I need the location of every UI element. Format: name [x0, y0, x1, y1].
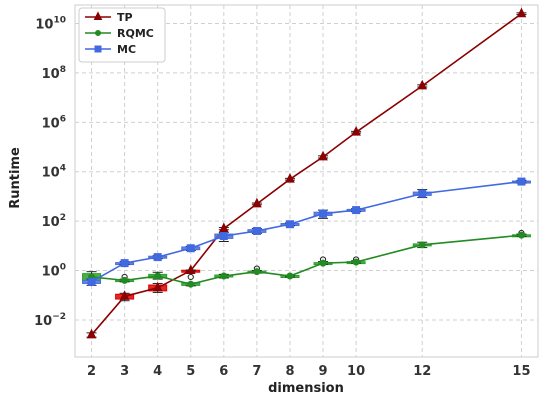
data-point-marker [219, 222, 229, 233]
data-point-marker [220, 272, 228, 280]
y-axis-ticks: 10−2 100 102 104 106 108 1010 [34, 16, 66, 329]
x-axis-ticks: 2 3 4 5 6 7 8 9 10 12 15 [87, 364, 530, 379]
y-axis-label: Runtime [8, 147, 23, 209]
series-layer [82, 7, 531, 339]
data-point-marker [94, 45, 102, 53]
data-point-marker [95, 30, 101, 36]
data-point-marker [252, 197, 262, 208]
legend-label: MC [117, 43, 136, 56]
data-point-marker [418, 189, 427, 198]
x-tick-label: 2 [87, 364, 96, 379]
data-point-marker [516, 7, 527, 18]
legend-entry-rqmc: RQMC [85, 27, 154, 40]
x-tick-label: 15 [512, 364, 530, 379]
y-tick-label: 106 [42, 114, 66, 131]
data-point-marker [352, 206, 361, 215]
legend: TP RQMC MC [78, 7, 166, 63]
x-tick-label: 3 [120, 364, 129, 379]
data-point-marker [152, 281, 163, 292]
data-point-marker [93, 11, 103, 20]
data-point-marker [186, 244, 195, 253]
data-point-marker [86, 328, 97, 339]
x-tick-label: 12 [413, 364, 431, 379]
plot-area [74, 4, 539, 358]
data-point-marker [285, 220, 294, 229]
data-point-marker [319, 209, 328, 218]
data-point-marker [285, 173, 295, 183]
grid [75, 5, 538, 357]
series-mc [82, 177, 531, 286]
y-tick-label: 102 [42, 213, 66, 230]
x-tick-label: 4 [153, 364, 162, 379]
y-tick-label: 10−2 [34, 312, 66, 329]
data-point-marker [318, 150, 328, 161]
x-axis-label: dimension [268, 381, 344, 396]
data-point-marker [219, 232, 228, 241]
data-point-marker [119, 290, 130, 300]
data-point-marker [153, 253, 162, 262]
data-point-marker [87, 277, 96, 286]
y-tick-label: 100 [42, 263, 66, 280]
data-point-marker [252, 226, 261, 235]
data-point-marker [121, 276, 129, 284]
data-point-marker [351, 126, 361, 136]
legend-entry-mc: MC [85, 43, 136, 56]
outlier-point [187, 273, 194, 281]
series-tp [86, 7, 527, 339]
x-tick-label: 8 [285, 364, 294, 379]
data-point-marker [187, 280, 195, 288]
x-tick-label: 5 [186, 364, 195, 379]
data-point-marker [517, 177, 526, 186]
x-tick-label: 6 [219, 364, 228, 379]
data-point-marker [319, 259, 327, 267]
x-tick-label: 10 [347, 364, 365, 379]
data-point-marker [185, 264, 196, 275]
y-tick-label: 108 [42, 65, 66, 82]
legend-label: RQMC [117, 27, 154, 40]
data-point-marker [154, 272, 162, 280]
legend-entry-tp: TP [85, 11, 133, 24]
data-point-marker [417, 79, 428, 90]
data-point-marker [517, 231, 525, 239]
y-tick-label: 104 [42, 164, 66, 181]
x-tick-label: 7 [252, 364, 261, 379]
y-tick-label: 1010 [35, 16, 66, 33]
data-point-marker [418, 241, 426, 249]
x-tick-label: 9 [319, 364, 328, 379]
data-point-marker [286, 272, 294, 280]
series-rqmc [82, 229, 531, 288]
data-point-marker [120, 259, 129, 268]
data-point-marker [352, 258, 360, 266]
data-point-marker [253, 268, 261, 276]
legend-label: TP [117, 11, 133, 24]
